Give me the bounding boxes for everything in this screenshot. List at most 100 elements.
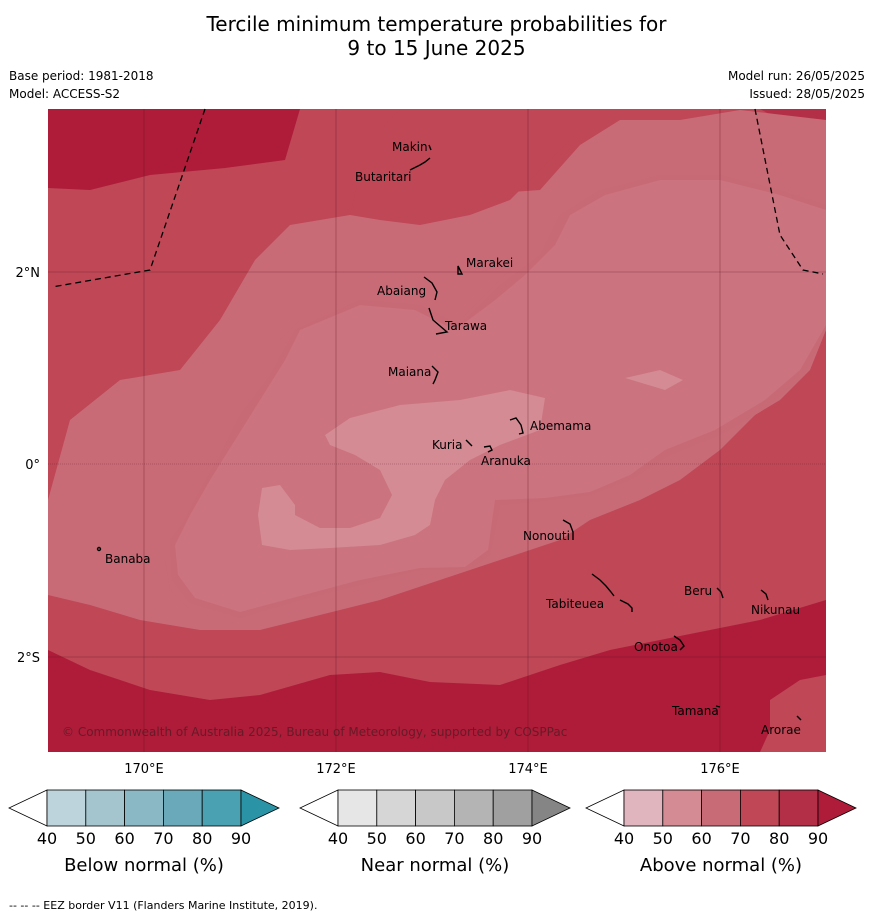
- model-name: Model: ACCESS-S2: [9, 87, 121, 101]
- chart-title: Tercile minimum temperature probabilitie…: [0, 12, 873, 60]
- lat-label-2n: 2°N: [16, 266, 41, 281]
- below-colorbar-segment: [46, 789, 87, 827]
- shade-80-south-east: [760, 675, 826, 752]
- above-colorbar-segment: [740, 789, 780, 827]
- title-line-1: Tercile minimum temperature probabilitie…: [206, 12, 667, 36]
- model-run: Model run: 26/05/2025: [727, 69, 865, 83]
- near-tick-label: 80: [483, 829, 503, 848]
- near-colorbar-max-extension: [531, 789, 571, 827]
- near-colorbar-segment: [415, 789, 455, 827]
- colorbar-near: 40 50 60 70 80 90 Near normal (%): [299, 789, 571, 876]
- label-butaritari: Butaritari: [355, 170, 412, 184]
- island-tamana: [715, 705, 721, 708]
- issued-date: Issued: 28/05/2025: [749, 87, 865, 101]
- island-nonouti: [562, 519, 574, 540]
- near-tick-label: 60: [405, 829, 425, 848]
- base-period: Base period: 1981-2018: [9, 69, 154, 83]
- lat-label-2s: 2°S: [17, 651, 40, 666]
- above-colorbar-title: Above normal (%): [640, 855, 802, 876]
- above-colorbar-segment: [701, 789, 741, 827]
- near-tick-label: 40: [328, 829, 348, 848]
- island-abemama: [509, 417, 524, 435]
- island-beru: [716, 587, 724, 599]
- colorbar-above: 40 50 60 70 80 90 Above normal (%): [585, 789, 857, 876]
- island-onotoa: [673, 635, 685, 651]
- shade-90-north-west: [48, 109, 300, 190]
- above-tick-label: 90: [808, 829, 828, 848]
- above-tick-label: 70: [730, 829, 750, 848]
- label-abemama: Abemama: [530, 419, 591, 433]
- label-tamana: Tamana: [671, 704, 719, 718]
- label-makin: Makin: [392, 140, 428, 154]
- near-colorbar-segment: [337, 789, 378, 827]
- below-colorbar-segment: [85, 789, 126, 827]
- island-makin: [428, 144, 432, 151]
- label-nonouti: Nonouti: [523, 529, 570, 543]
- island-tabiteuea-north: [591, 573, 615, 597]
- near-tick-label: 90: [522, 829, 542, 848]
- title-line-2: 9 to 15 June 2025: [347, 36, 526, 60]
- island-tabiteuea-south: [619, 599, 633, 612]
- below-colorbar-segment: [124, 789, 164, 827]
- above-tick-label: 40: [614, 829, 634, 848]
- above-colorbar-segment: [662, 789, 702, 827]
- below-tick-label: 90: [231, 829, 251, 848]
- meta-left: Base period: 1981-2018 Model: ACCESS-S2: [9, 67, 154, 103]
- below-tick-label: 50: [76, 829, 96, 848]
- label-aranuka: Aranuka: [481, 454, 531, 468]
- eez-footnote: -- -- -- EEZ border V11 (Flanders Marine…: [9, 899, 318, 912]
- below-colorbar-segment: [162, 789, 203, 827]
- near-tick-label: 50: [367, 829, 387, 848]
- near-colorbar-segment: [453, 789, 494, 827]
- label-abaiang: Abaiang: [377, 284, 426, 298]
- island-tarawa: [428, 307, 449, 335]
- copyright-notice: © Commonwealth of Australia 2025, Bureau…: [62, 725, 567, 739]
- near-colorbar-segment: [376, 789, 416, 827]
- above-tick-label: 50: [653, 829, 673, 848]
- shade-50: [258, 390, 545, 550]
- label-tabiteuea: Tabiteuea: [545, 597, 604, 611]
- label-banaba: Banaba: [105, 552, 151, 566]
- label-marakei: Marakei: [466, 256, 513, 270]
- axis-labels: 2°N 0° 2°S 170°E 172°E 174°E 176°E: [16, 266, 740, 777]
- near-tick-label: 70: [444, 829, 464, 848]
- label-maiana: Maiana: [388, 365, 431, 379]
- below-tick-label: 40: [37, 829, 57, 848]
- above-colorbar-segment: [623, 789, 664, 827]
- graticule: [48, 109, 826, 752]
- label-onotoa: Onotoa: [634, 640, 678, 654]
- shade-80-north: [350, 109, 600, 225]
- above-tick-label: 60: [691, 829, 711, 848]
- island-aranuka: [483, 445, 493, 453]
- eez-border-west: [51, 108, 206, 288]
- below-tick-label: 60: [114, 829, 134, 848]
- below-colorbar-max-extension: [240, 789, 280, 827]
- below-colorbar-min-extension: [8, 789, 48, 827]
- below-tick-label: 70: [153, 829, 173, 848]
- eez-border: [51, 108, 824, 288]
- island-nikunau: [760, 589, 769, 601]
- lon-label-174: 174°E: [508, 762, 548, 777]
- lat-label-0: 0°: [25, 458, 40, 473]
- meta-right: Model run: 26/05/2025 Issued: 28/05/2025: [728, 67, 865, 103]
- island-kuria: [465, 439, 473, 447]
- shade-50-east: [625, 370, 683, 390]
- shade-90-south: [48, 600, 826, 752]
- above-tick-label: 80: [769, 829, 789, 848]
- island-arorae: [796, 715, 802, 721]
- near-colorbar-title: Near normal (%): [361, 855, 510, 876]
- below-tick-label: 80: [192, 829, 212, 848]
- near-colorbar-segment: [492, 789, 533, 827]
- label-tarawa: Tarawa: [444, 319, 487, 333]
- label-kuria: Kuria: [432, 438, 463, 452]
- above-colorbar-min-extension: [585, 789, 625, 827]
- island-marakei: [457, 265, 464, 275]
- island-maiana: [431, 365, 439, 385]
- above-colorbar-max-extension: [817, 789, 857, 827]
- island-abaiang: [423, 276, 438, 301]
- label-beru: Beru: [684, 584, 712, 598]
- place-labels: Makin Butaritari Marakei Abaiang Tarawa …: [105, 140, 801, 737]
- probability-shading: [48, 109, 826, 752]
- above-colorbar-segment: [778, 789, 819, 827]
